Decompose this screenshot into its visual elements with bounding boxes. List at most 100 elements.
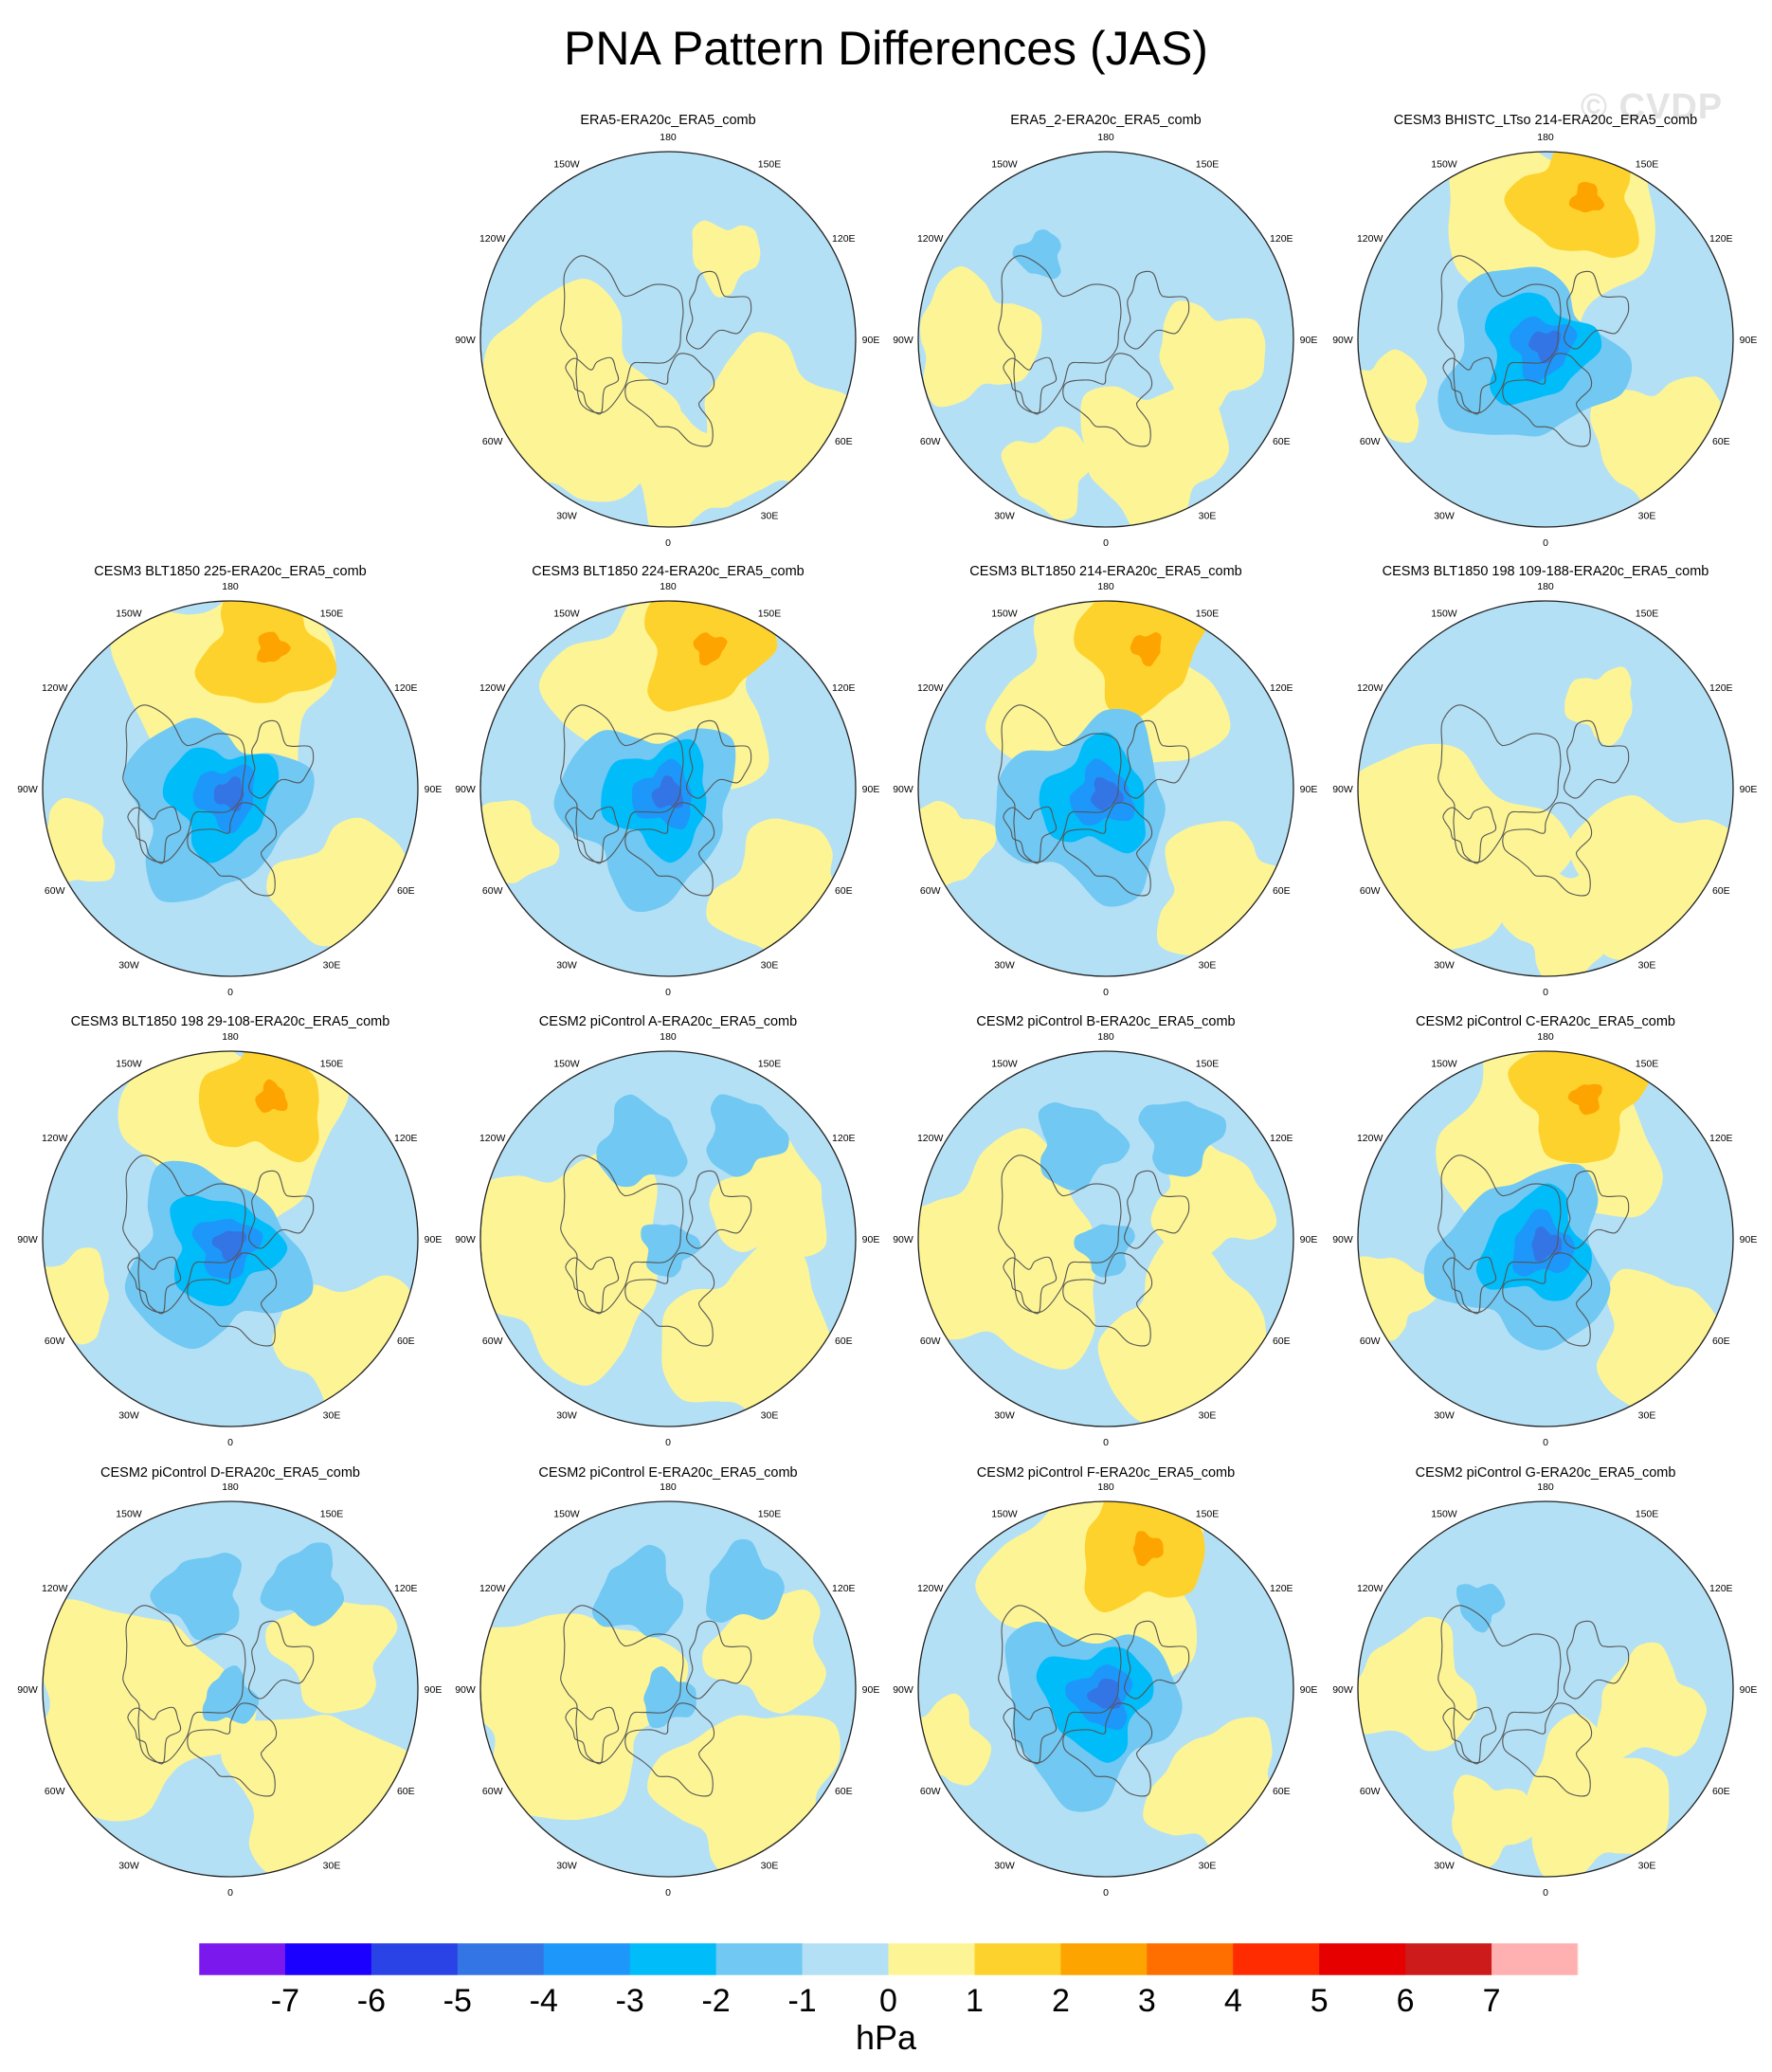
lon-label: 60W <box>45 1336 65 1347</box>
panel-title: CESM2 piControl D-ERA20c_ERA5_comb <box>100 1465 360 1481</box>
colorbar-tick-label: 6 <box>1397 1983 1415 2019</box>
lon-label: 60E <box>1273 1786 1291 1797</box>
contour-region <box>1012 229 1061 280</box>
coastlines <box>1437 1605 1630 1797</box>
lon-label: 120E <box>1270 233 1293 245</box>
colorbar-swatch <box>1147 1943 1234 1975</box>
colorbar-swatch <box>1405 1943 1492 1975</box>
lon-label: 60E <box>1712 436 1730 447</box>
panel-title: CESM2 piControl E-ERA20c_ERA5_comb <box>538 1465 798 1481</box>
lon-label: 120W <box>1357 1583 1383 1594</box>
lon-label: 30W <box>556 959 577 971</box>
colorbar-tick-label: 1 <box>966 1983 984 2019</box>
lon-label: 120W <box>917 233 944 245</box>
lon-label: 30E <box>1638 1409 1656 1421</box>
lon-label: 150E <box>1196 609 1220 620</box>
coastlines <box>998 1605 1190 1797</box>
lon-label: 150W <box>991 609 1018 620</box>
lon-label: 60W <box>482 885 503 897</box>
lon-label: 180 <box>1097 581 1114 592</box>
lon-label: 30E <box>323 959 341 971</box>
contour-region <box>1074 1224 1135 1278</box>
lon-label: 60W <box>1360 436 1381 447</box>
lon-label: 90E <box>425 1234 443 1245</box>
coastlines <box>122 1605 315 1797</box>
map-panel: 180 150E 120E 90E 60E 30E 0 30W 60W 90W 120W 150W <box>17 1481 442 1899</box>
lon-label: 0 <box>665 1887 671 1899</box>
contour-region <box>1358 1616 1477 1752</box>
slp-field <box>918 601 1293 976</box>
contour-region <box>1138 1100 1227 1177</box>
lon-label: 120E <box>832 1133 856 1144</box>
panel-title: CESM2 piControl G-ERA20c_ERA5_comb <box>1415 1465 1676 1481</box>
lon-label: 120E <box>1709 682 1733 694</box>
colorbar-swatch <box>371 1943 459 1975</box>
lon-label: 90W <box>455 1684 476 1696</box>
panel-title: CESM3 BLT1850 214-ERA20c_ERA5_comb <box>969 564 1242 579</box>
lon-label: 30W <box>118 1409 139 1421</box>
panel-title: CESM3 BLT1850 224-ERA20c_ERA5_comb <box>532 564 805 579</box>
lon-label: 120W <box>1357 233 1383 245</box>
colorbar-swatch <box>1060 1943 1148 1975</box>
coastlines <box>560 255 752 447</box>
lon-label: 120W <box>1357 1133 1383 1144</box>
lon-label: 60W <box>920 885 941 897</box>
contour-region <box>1500 867 1623 976</box>
contour-region <box>1504 152 1639 258</box>
map-panel: 180 150E 120E 90E 60E 30E 0 30W 60W 90W 120W 150W <box>893 1031 1318 1448</box>
coastlines <box>560 1154 752 1347</box>
panel-title: ERA5-ERA20c_ERA5_comb <box>580 113 756 128</box>
map-panel: 180 150E 120E 90E 60E 30E 0 30W 60W 90W 120W 150W <box>455 1031 879 1448</box>
contour-region <box>693 632 728 666</box>
colorbar-swatch <box>974 1943 1061 1975</box>
lon-label: 60E <box>835 1786 853 1797</box>
lon-label: 90E <box>1740 784 1758 795</box>
map-panel: 180 150E 120E 90E 60E 30E 0 30W 60W 90W 120W 150W <box>1332 1031 1757 1448</box>
lon-label: 150W <box>991 159 1018 171</box>
colorbar-tick-label: -4 <box>530 1983 558 2019</box>
lon-label: 90E <box>1300 1234 1318 1245</box>
coastlines <box>998 704 1190 897</box>
lon-label: 180 <box>1537 1481 1554 1493</box>
coastlines <box>998 1154 1190 1347</box>
lon-label: 30E <box>1199 1860 1217 1871</box>
lon-label: 90E <box>862 1684 880 1696</box>
panel-title: CESM3 BLT1850 225-ERA20c_ERA5_comb <box>94 564 367 579</box>
lon-label: 120E <box>1709 1583 1733 1594</box>
lon-label: 120E <box>1270 1583 1293 1594</box>
slp-field <box>1358 601 1733 976</box>
lon-label: 120W <box>917 1133 944 1144</box>
lon-label: 180 <box>222 1481 239 1493</box>
lon-label: 150W <box>1431 1509 1457 1520</box>
colorbar-tick-label: -6 <box>357 1983 386 2019</box>
lon-label: 30W <box>1434 1409 1455 1421</box>
colorbar-swatch <box>284 1943 372 1975</box>
contour-region <box>591 1544 684 1638</box>
lon-label: 60W <box>920 436 941 447</box>
lon-label: 60W <box>45 1786 65 1797</box>
map-border <box>1357 1050 1734 1427</box>
contour-region <box>1001 427 1092 520</box>
colorbar-tick-label: -7 <box>271 1983 299 2019</box>
colorbar-swatch <box>199 1943 286 1975</box>
coastlines <box>1437 255 1630 447</box>
lon-label: 150W <box>116 1509 142 1520</box>
map-border <box>479 1500 857 1878</box>
lon-label: 90W <box>17 1234 38 1245</box>
lon-label: 120E <box>832 1583 856 1594</box>
map-panel: 180 150E 120E 90E 60E 30E 0 30W 60W 90W 120W 150W <box>17 1031 443 1448</box>
contour-region <box>651 775 684 809</box>
lon-label: 90W <box>1332 1234 1353 1245</box>
slp-field <box>918 1051 1293 1427</box>
lon-label: 30E <box>1199 510 1217 521</box>
lon-label: 180 <box>222 581 239 592</box>
lon-label: 90W <box>893 335 913 346</box>
colorbar-tick-label: 2 <box>1052 1983 1070 2019</box>
colorbar-swatch <box>715 1943 804 1975</box>
colorbar-swatch <box>802 1943 889 1975</box>
lon-label: 90E <box>1300 1684 1318 1696</box>
contour-region <box>265 1599 398 1714</box>
panel-title: CESM3 BHISTC_LTso 214-ERA20c_ERA5_comb <box>1393 113 1698 128</box>
lon-label: 0 <box>227 987 233 998</box>
map-border <box>1357 1500 1734 1878</box>
